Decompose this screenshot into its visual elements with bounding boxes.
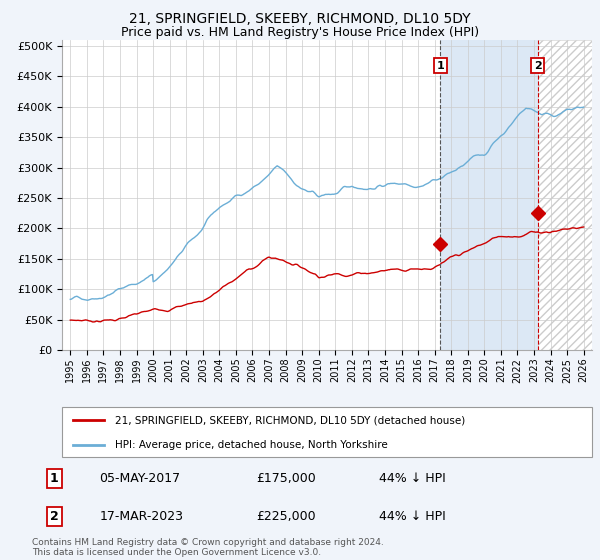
Bar — [440, 40, 538, 350]
Text: 21, SPRINGFIELD, SKEEBY, RICHMOND, DL10 5DY (detached house): 21, SPRINGFIELD, SKEEBY, RICHMOND, DL10 … — [115, 416, 465, 426]
Text: Price paid vs. HM Land Registry's House Price Index (HPI): Price paid vs. HM Land Registry's House … — [121, 26, 479, 39]
Text: 2: 2 — [533, 60, 541, 71]
Text: 17-MAR-2023: 17-MAR-2023 — [99, 510, 183, 522]
Text: 44% ↓ HPI: 44% ↓ HPI — [379, 510, 446, 522]
Text: £225,000: £225,000 — [256, 510, 316, 522]
Text: Contains HM Land Registry data © Crown copyright and database right 2024.
This d: Contains HM Land Registry data © Crown c… — [32, 538, 384, 557]
Text: HPI: Average price, detached house, North Yorkshire: HPI: Average price, detached house, Nort… — [115, 440, 388, 450]
Text: 1: 1 — [437, 60, 445, 71]
Text: £175,000: £175,000 — [256, 472, 316, 486]
Text: 44% ↓ HPI: 44% ↓ HPI — [379, 472, 446, 486]
Bar — [538, 40, 592, 350]
Text: 1: 1 — [50, 472, 59, 486]
Text: 2: 2 — [50, 510, 59, 522]
FancyBboxPatch shape — [62, 407, 592, 458]
Text: 21, SPRINGFIELD, SKEEBY, RICHMOND, DL10 5DY: 21, SPRINGFIELD, SKEEBY, RICHMOND, DL10 … — [129, 12, 471, 26]
Text: 05-MAY-2017: 05-MAY-2017 — [99, 472, 181, 486]
